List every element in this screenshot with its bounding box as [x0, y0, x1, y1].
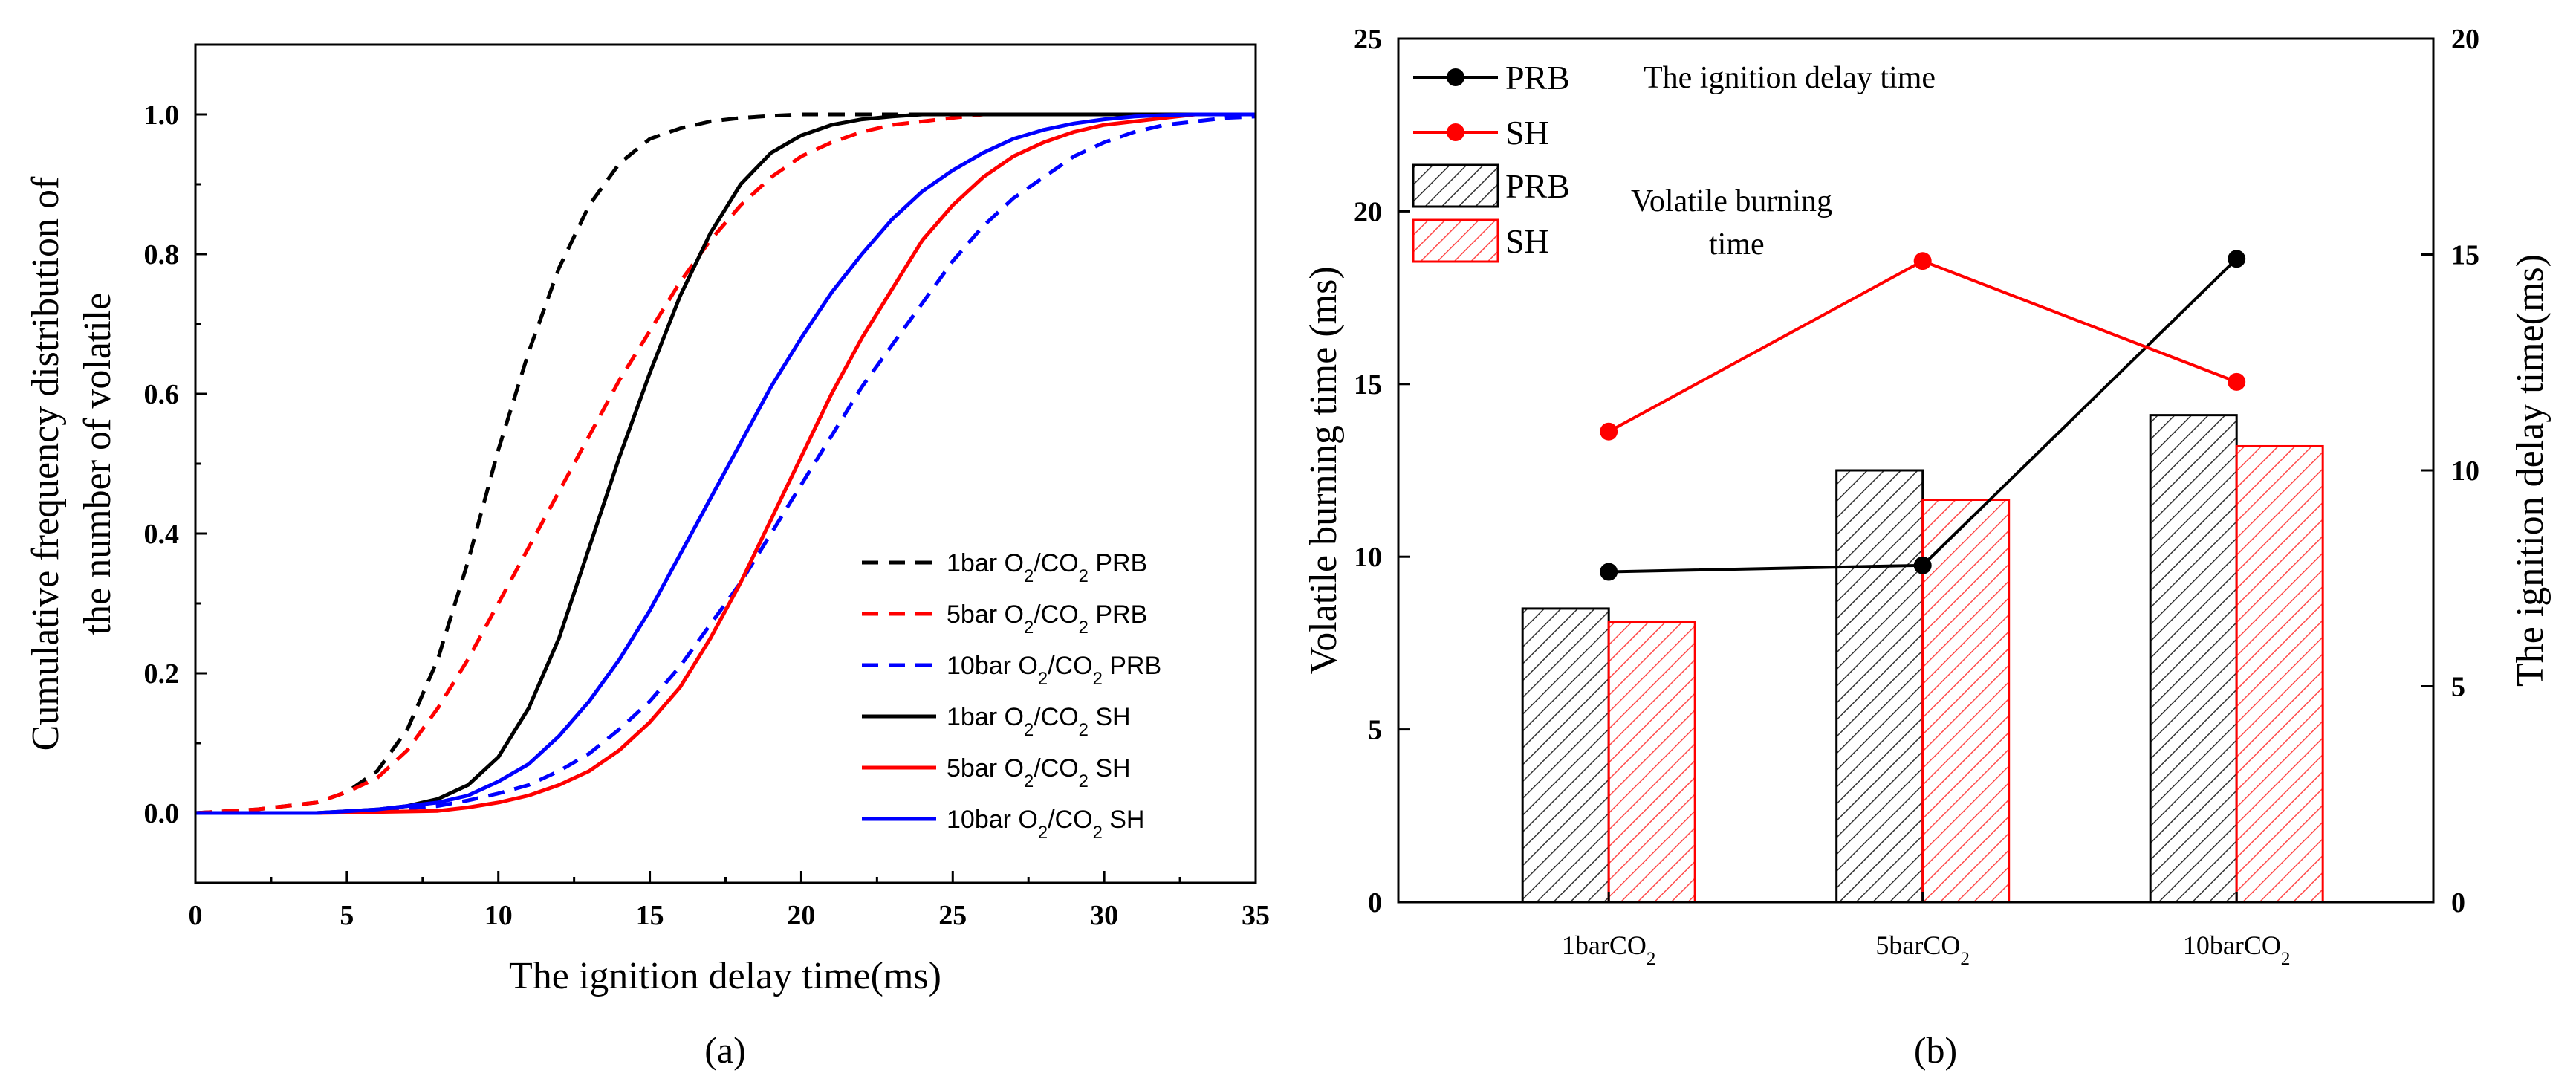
line-point-sh [1600, 422, 1618, 441]
series-line-0 [195, 112, 1256, 815]
bar-sh-2 [2235, 444, 2324, 904]
y2-tick-label: 15 [2451, 240, 2479, 271]
x-tick-label: 5barCO2 [1875, 930, 1970, 969]
panel-b-lines [1600, 250, 2246, 581]
y2-tick-label: 20 [2451, 24, 2479, 55]
legend-label: SH [1505, 114, 1549, 152]
legend-label: 1bar O2/CO2 PRB [947, 549, 1147, 586]
y-tick-label: 20 [1354, 196, 1382, 227]
panel-a-plot-frame [194, 43, 1257, 884]
legend-label: SH [1505, 222, 1549, 260]
line-point-prb [2228, 250, 2246, 268]
line-sh [1608, 259, 2237, 433]
y2-tick-label: 10 [2451, 456, 2479, 487]
x-tick-label: 15 [636, 900, 664, 931]
line-point-sh [2228, 372, 2246, 391]
bar-sh-0 [1607, 621, 1696, 904]
panel-b-annotation-bar-line1: Volatile burning [1631, 184, 1832, 218]
legend-label: PRB [1505, 59, 1570, 97]
bar-prb-2 [2149, 414, 2238, 904]
y-tick-label: 25 [1354, 24, 1382, 55]
y-tick-label: 5 [1368, 715, 1382, 746]
x-tick-label: 5 [340, 900, 354, 931]
y-tick-label: 10 [1354, 542, 1382, 573]
y-tick-label: 1.0 [144, 100, 180, 131]
bar-prb-0 [1521, 607, 1610, 904]
legend-label: 10bar O2/CO2 PRB [947, 652, 1161, 689]
legend-label: 1bar O2/CO2 SH [947, 703, 1131, 740]
bar-prb-1 [1835, 469, 1924, 904]
legend-marker [1447, 123, 1464, 141]
series-line-5 [195, 112, 1256, 815]
x-tick-label: 10barCO2 [2183, 930, 2291, 969]
series-line-2 [195, 114, 1256, 815]
panel-b-label: (b) [1914, 1029, 1957, 1071]
legend-label: 10bar O2/CO2 SH [947, 806, 1145, 843]
panel-b-ticks [1398, 37, 2433, 904]
panel-a-series-group [195, 112, 1256, 815]
legend-label: 5bar O2/CO2 PRB [947, 600, 1147, 638]
line-point-prb [1600, 563, 1618, 581]
panel-a-y-tick-labels: 0.0 0.2 0.4 0.6 0.8 1.0 [144, 100, 180, 829]
legend-label: 5bar O2/CO2 SH [947, 754, 1131, 791]
legend-bar-swatch [1412, 163, 1499, 208]
panel-a-legend: 1bar O2/CO2 PRB 5bar O2/CO2 PRB 10bar O2/C… [862, 549, 1161, 843]
panel-a-x-axis-title: The ignition delay time(ms) [509, 955, 941, 997]
y-tick-label: 0.4 [144, 519, 180, 550]
y2-tick-label: 0 [2451, 887, 2465, 919]
panel-b-y2-tick-labels: 0 5 10 15 20 [2451, 24, 2479, 919]
y-tick-label: 15 [1354, 369, 1382, 401]
panel-b-bars [1521, 414, 2324, 904]
x-tick-label: 1barCO2 [1562, 930, 1656, 969]
x-tick-label: 0 [189, 900, 203, 931]
x-tick-label: 20 [787, 900, 815, 931]
x-tick-label: 35 [1242, 900, 1270, 931]
y-tick-label: 0.2 [144, 658, 180, 690]
series-line-3 [195, 112, 1256, 815]
line-point-sh [1913, 252, 1932, 270]
panel-b-annotation-line: The ignition delay time [1644, 61, 1936, 95]
panel-b-annotation-bar-line2: time [1709, 227, 1765, 262]
panel-b-y-axis-title: Volatile burning time (ms) [1302, 266, 1345, 674]
y-tick-label: 0 [1368, 887, 1382, 919]
y2-tick-label: 5 [2451, 672, 2465, 703]
legend-bar-swatch [1412, 218, 1499, 263]
panel-a-x-tick-labels: 0 5 10 15 20 25 30 35 [189, 900, 1271, 931]
panel-a-label: (a) [704, 1029, 746, 1071]
series-line-4 [195, 112, 1256, 815]
legend-label: PRB [1505, 167, 1570, 205]
x-tick-label: 10 [484, 900, 513, 931]
panel-a-y-axis-title: Cumulative frequency distribution of the… [25, 176, 119, 751]
x-tick-label: 25 [938, 900, 967, 931]
panel-b-y2-axis-title: The ignition delay time(ms) [2509, 254, 2551, 687]
bar-sh-1 [1921, 499, 2011, 904]
y-tick-label: 0.8 [144, 239, 180, 270]
legend-marker [1447, 68, 1464, 86]
line-point-prb [1913, 556, 1932, 574]
panel-a-y-axis-title-line1: Cumulative frequency distribution of [25, 176, 67, 751]
panel-a-y-axis-title-line2: the number of volatile [77, 293, 119, 635]
x-tick-label: 30 [1090, 900, 1118, 931]
y-tick-label: 0.6 [144, 379, 180, 410]
panel-b-bar-line-chart: 0 5 10 15 20 25 0 5 10 15 20 1barCO2 5barCO2 10barC… [1302, 24, 2551, 1071]
panel-b-x-tick-labels: 1barCO2 5barCO2 10barCO2 [1562, 930, 2291, 969]
y-tick-label: 0.0 [144, 798, 180, 829]
panel-a-line-chart: 0 5 10 15 20 25 30 35 0.0 0.2 0.4 0.6 0.8 1.0 The ig… [25, 43, 1271, 1071]
panel-b-y-tick-labels: 0 5 10 15 20 25 [1354, 24, 1382, 919]
panel-b-legend: PRB SH PRB SH [1412, 59, 1570, 263]
